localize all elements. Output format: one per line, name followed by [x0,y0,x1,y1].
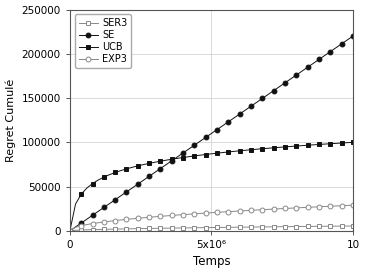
EXP3 [254,208,259,212]
SE [130,186,134,190]
EXP3 [351,204,355,207]
EXP3 [158,215,163,218]
Line: UCB: UCB [68,140,355,233]
X-axis label: Temps: Temps [193,255,230,269]
SE [153,171,157,174]
Line: EXP3: EXP3 [68,203,355,233]
SE [351,35,355,38]
SER3 [254,225,259,229]
SE [345,38,349,42]
EXP3 [345,204,349,207]
Line: SER3: SER3 [68,224,355,233]
SER3 [351,224,355,228]
SER3 [153,227,157,230]
SER3 [68,229,72,233]
UCB [153,161,157,164]
SE [158,167,163,170]
SER3 [130,227,134,230]
EXP3 [130,217,134,221]
Legend: SER3, SE, UCB, EXP3: SER3, SE, UCB, EXP3 [75,15,131,68]
EXP3 [68,229,72,233]
UCB [272,146,276,149]
SE [254,101,259,104]
UCB [130,166,134,169]
SE [68,229,72,233]
UCB [254,148,259,151]
EXP3 [272,207,276,211]
SER3 [345,224,349,228]
UCB [345,141,349,144]
EXP3 [153,215,157,218]
UCB [68,229,72,233]
SER3 [158,227,163,230]
Line: SE: SE [68,34,355,233]
SER3 [272,225,276,229]
UCB [158,159,163,163]
Y-axis label: Regret Cumulé: Regret Cumulé [5,79,16,162]
UCB [351,141,355,144]
SE [272,89,276,92]
